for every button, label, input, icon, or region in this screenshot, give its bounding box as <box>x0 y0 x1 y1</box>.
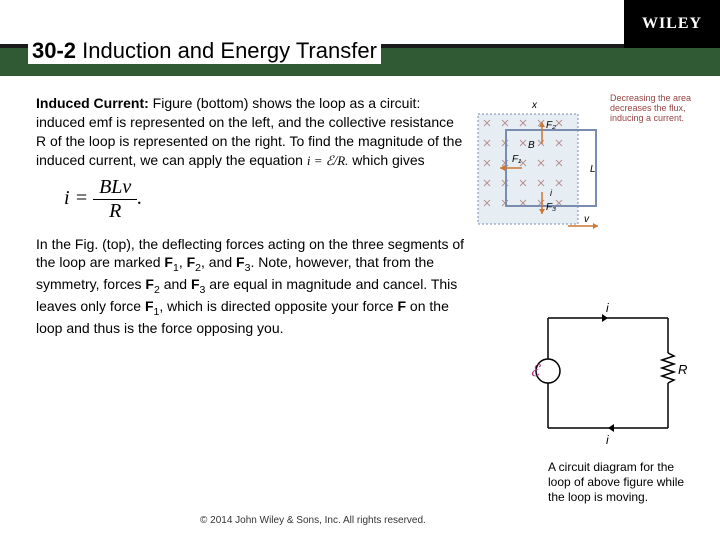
logo-box: WILEY <box>624 0 720 48</box>
svg-text:F₂: F₂ <box>546 120 556 131</box>
display-equation: i = BLv R . <box>64 176 466 223</box>
figure-bottom-caption: A circuit diagram for the loop of above … <box>548 460 698 505</box>
figure-bottom: i i R ℰ <box>528 298 688 453</box>
svg-text:ℰ: ℰ <box>530 363 542 380</box>
figure-bottom-svg: i i R ℰ <box>528 298 688 448</box>
svg-text:R: R <box>678 362 687 377</box>
eq-period: . <box>137 187 142 209</box>
wiley-logo: WILEY <box>642 15 702 33</box>
section-number: 30-2 <box>32 38 76 63</box>
eq-num: BLv <box>93 176 137 200</box>
svg-text:v: v <box>584 214 590 225</box>
svg-text:i: i <box>606 301 609 315</box>
svg-text:i: i <box>606 433 609 447</box>
section-name: Induction and Energy Transfer <box>82 38 377 63</box>
svg-text:F₃: F₃ <box>546 202 556 213</box>
text-column: Induced Current: Figure (bottom) shows t… <box>36 94 466 338</box>
paragraph-1: Induced Current: Figure (bottom) shows t… <box>36 94 466 170</box>
paragraph-2: In the Fig. (top), the deflecting forces… <box>36 235 466 339</box>
p1-lead: Induced Current: <box>36 95 149 111</box>
p1-tail: which gives <box>348 152 424 168</box>
eq-den: R <box>93 200 137 223</box>
svg-text:F₁: F₁ <box>512 154 521 165</box>
section-title: 30-2 Induction and Energy Transfer <box>28 38 381 64</box>
eq-lhs: i <box>64 187 70 209</box>
svg-text:x: x <box>531 100 538 111</box>
svg-text:L: L <box>590 164 596 175</box>
eq-fraction: BLv R <box>93 176 137 223</box>
figure-top: x F₁ F₂ F₃ B L v i <box>472 96 702 241</box>
inline-equation: i = ℰ/R. <box>307 153 349 168</box>
copyright-text: © 2014 John Wiley & Sons, Inc. All right… <box>200 515 426 526</box>
svg-text:B: B <box>528 140 535 151</box>
figure-top-svg: x F₁ F₂ F₃ B L v i <box>472 96 600 236</box>
